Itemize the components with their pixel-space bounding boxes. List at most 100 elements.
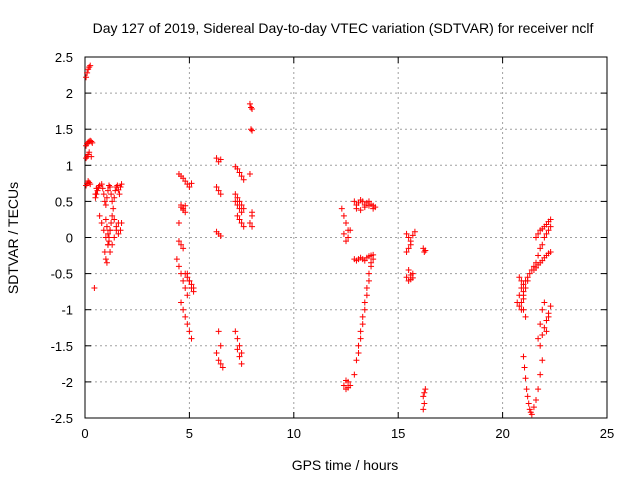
data-point	[217, 191, 224, 198]
data-point	[240, 223, 247, 230]
data-point	[217, 342, 224, 349]
data-point	[541, 324, 548, 331]
data-point	[88, 138, 95, 145]
data-point	[175, 263, 182, 270]
data-point	[116, 191, 123, 198]
data-point	[521, 364, 528, 371]
y-tick-label: 1.5	[55, 122, 73, 137]
data-point	[95, 183, 102, 190]
data-point	[88, 153, 95, 160]
data-point	[184, 321, 191, 328]
data-point	[91, 285, 98, 292]
y-tick-label: -0.5	[51, 267, 73, 282]
data-point	[236, 198, 243, 205]
data-point	[355, 342, 362, 349]
data-point	[422, 386, 429, 393]
data-point	[106, 234, 113, 241]
data-point	[340, 382, 347, 389]
x-tick-label: 25	[600, 426, 614, 441]
y-axis-label: SDTVAR / TECUs	[5, 182, 21, 294]
data-point	[547, 248, 554, 255]
data-point	[246, 100, 253, 107]
y-tick-label: -2	[61, 375, 73, 390]
data-point	[213, 350, 220, 357]
data-point	[213, 155, 220, 162]
data-point	[114, 182, 121, 189]
data-point	[405, 266, 412, 273]
data-point	[361, 204, 368, 211]
data-point	[180, 207, 187, 214]
y-tick-label: -1	[61, 303, 73, 318]
data-point	[525, 400, 532, 407]
data-point	[83, 74, 90, 81]
data-point	[522, 285, 529, 292]
data-point	[518, 306, 525, 313]
data-point	[420, 406, 427, 413]
data-point	[368, 263, 375, 270]
data-point	[178, 241, 185, 248]
data-point	[184, 270, 191, 277]
data-point	[99, 185, 106, 192]
data-point	[516, 303, 523, 310]
data-point	[524, 277, 531, 284]
data-point	[236, 169, 243, 176]
data-point	[514, 299, 521, 306]
data-point	[340, 230, 347, 237]
data-point	[188, 335, 195, 342]
data-point	[84, 69, 91, 76]
data-point	[213, 183, 220, 190]
data-point	[249, 127, 256, 134]
data-point	[111, 234, 118, 241]
data-point	[403, 274, 410, 281]
data-point	[186, 328, 193, 335]
data-point	[524, 393, 531, 400]
data-point	[340, 212, 347, 219]
x-tick-label: 0	[81, 426, 88, 441]
data-point	[240, 176, 247, 183]
data-point	[86, 64, 93, 71]
data-point	[188, 180, 195, 187]
data-point	[421, 400, 428, 407]
data-point	[537, 321, 544, 328]
data-point	[109, 198, 116, 205]
data-point	[190, 288, 197, 295]
data-point	[246, 170, 253, 177]
data-point	[215, 357, 222, 364]
data-point	[539, 357, 546, 364]
data-point	[543, 230, 550, 237]
data-point	[343, 377, 349, 384]
data-point	[246, 220, 253, 227]
data-point	[236, 216, 243, 223]
data-point	[520, 292, 527, 299]
data-point	[219, 364, 226, 371]
data-point	[104, 241, 111, 248]
data-point	[108, 191, 115, 198]
data-point	[363, 285, 370, 292]
data-point	[421, 248, 428, 255]
data-point	[184, 292, 191, 299]
data-point	[94, 187, 101, 194]
y-tick-label: 2.5	[55, 50, 73, 65]
data-point	[111, 194, 118, 201]
data-point	[539, 241, 546, 248]
data-point	[101, 248, 108, 255]
data-point	[87, 62, 94, 69]
data-point	[370, 205, 377, 212]
data-point	[118, 220, 125, 227]
data-point	[240, 205, 247, 212]
data-point	[217, 360, 224, 367]
data-point	[103, 194, 110, 201]
data-point	[543, 328, 550, 335]
data-point	[403, 248, 410, 255]
y-tick-label: 0.5	[55, 194, 73, 209]
data-point	[87, 181, 94, 188]
data-point	[234, 335, 241, 342]
data-point	[343, 238, 349, 245]
data-point	[543, 317, 550, 324]
data-point	[361, 299, 368, 306]
data-point	[238, 350, 245, 357]
data-point	[545, 227, 552, 234]
data-point	[405, 245, 412, 252]
data-point	[345, 234, 352, 241]
data-point	[338, 205, 345, 212]
